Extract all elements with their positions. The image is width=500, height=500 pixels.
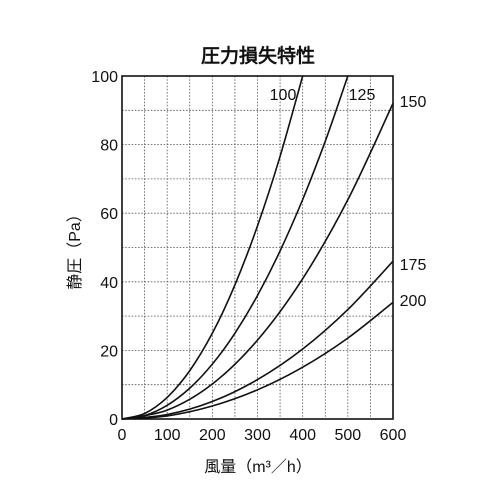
x-tick-label: 100 — [154, 427, 181, 444]
y-tick-label: 80 — [100, 138, 118, 155]
chart-title: 圧力損失特性 — [201, 44, 315, 67]
tick-labels: 0 100 200 300 400 500 600 0 20 40 60 80 100 — [91, 69, 406, 444]
y-tick-label: 0 — [109, 412, 118, 429]
y-tick-label: 100 — [91, 69, 118, 86]
series-label-125: 125 — [349, 87, 376, 104]
series-curve-100 — [121, 75, 304, 420]
x-tick-label: 600 — [380, 427, 407, 444]
x-tick-label: 500 — [334, 427, 361, 444]
x-tick-label: 0 — [118, 427, 127, 444]
series-labels: 100 125 150 175 200 — [270, 87, 427, 310]
x-tick-label: 200 — [199, 427, 226, 444]
series-label-200: 200 — [400, 293, 427, 310]
x-tick-label: 400 — [289, 427, 316, 444]
series-curve-200 — [121, 301, 394, 420]
grid-lines — [122, 76, 393, 419]
series-label-100: 100 — [270, 87, 297, 104]
series-curve-125 — [121, 75, 349, 420]
series-curves — [121, 75, 394, 420]
y-axis-label: 静圧（Pa） — [66, 206, 84, 290]
plot-frame — [121, 75, 394, 420]
y-tick-label: 40 — [100, 275, 118, 292]
y-tick-label: 60 — [100, 206, 118, 223]
series-label-175: 175 — [400, 257, 427, 274]
series-curve-150 — [121, 103, 394, 420]
series-label-150: 150 — [400, 94, 427, 111]
y-tick-label: 20 — [100, 343, 118, 360]
x-axis-label: 風量（m³／h） — [204, 458, 312, 476]
series-curve-175 — [121, 260, 394, 420]
x-tick-label: 300 — [244, 427, 271, 444]
